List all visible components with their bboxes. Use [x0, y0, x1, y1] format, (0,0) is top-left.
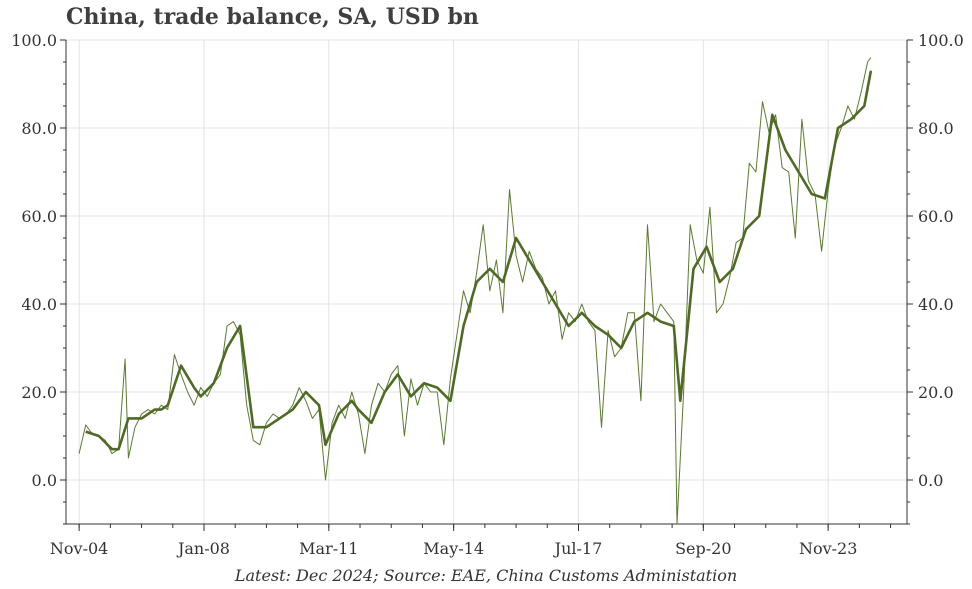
y-tick-label-right: 60.0	[918, 207, 954, 226]
y-tick-label-right: 100.0	[918, 31, 964, 50]
y-tick-label-right: 80.0	[918, 119, 954, 138]
y-tick-label-left: 60.0	[21, 207, 57, 226]
axes	[60, 39, 913, 531]
x-tick-label: Sep-20	[675, 539, 731, 558]
series-line-smoothed	[85, 70, 873, 451]
x-tick-label: May-14	[423, 539, 484, 558]
tick-labels: 0.0 0.0 20.0 20.0 40.0 40.0 60.0 60.0 80.0 80.0 10…	[11, 31, 964, 558]
y-tick-label-left: 100.0	[11, 31, 57, 50]
y-tick-label-left: 40.0	[21, 295, 57, 314]
y-tick-label-right: 0.0	[918, 471, 943, 490]
x-tick-label: Jul-17	[553, 539, 603, 558]
x-tick-label: Nov-04	[50, 539, 108, 558]
y-tick-label-left: 80.0	[21, 119, 57, 138]
chart-title: China, trade balance, SA, USD bn	[66, 4, 479, 30]
y-tick-label-right: 20.0	[918, 383, 954, 402]
x-tick-label: Jan-08	[176, 539, 230, 558]
series-line-monthly	[78, 57, 872, 525]
series-lines	[78, 57, 873, 525]
y-tick-label-right: 40.0	[918, 295, 954, 314]
x-tick-label: Mar-11	[299, 539, 358, 558]
y-tick-label-left: 0.0	[32, 471, 57, 490]
y-tick-label-left: 20.0	[21, 383, 57, 402]
source-note: Latest: Dec 2024; Source: EAE, China Cus…	[234, 566, 738, 585]
x-tick-label: Nov-23	[799, 539, 857, 558]
gridlines	[66, 39, 907, 524]
